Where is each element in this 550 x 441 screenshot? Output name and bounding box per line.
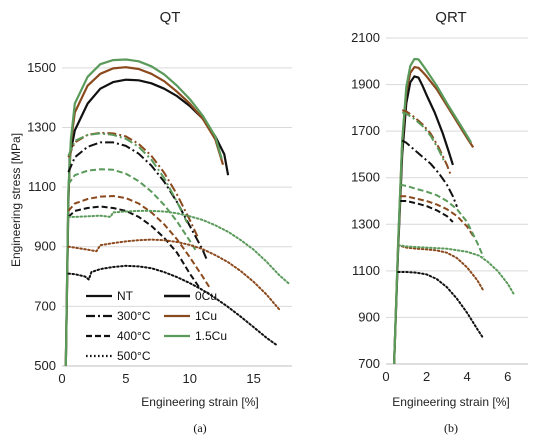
chart-title-qrt: QRT [435, 9, 466, 26]
legend-label: 400°C [117, 329, 151, 343]
x-tick-label: 0 [382, 369, 389, 384]
legend-label: NT [117, 289, 134, 303]
series-line [397, 244, 515, 296]
y-tick-label: 1500 [27, 60, 56, 75]
series-line [401, 111, 446, 164]
series-line [397, 271, 485, 340]
grid-qt [62, 67, 292, 367]
series-line [64, 58, 223, 367]
caption-b: (b) [444, 421, 458, 435]
x-tick-label: 10 [183, 371, 197, 386]
x-tick-label: 0 [58, 371, 65, 386]
y-tick-label: 1700 [351, 123, 380, 138]
series-line [401, 109, 452, 176]
panel-qt: QT 500 700 900 1100 1300 1500 0 5 10 15 Engineer… [9, 9, 292, 409]
legend: NT 0Cu 300°C 1Cu 400°C 1.5Cu 500°C [86, 289, 227, 363]
series-line [67, 195, 212, 290]
series-line [67, 238, 281, 311]
legend-label: 500°C [117, 349, 151, 363]
series-line [67, 168, 198, 252]
x-axis-label-qt: Engineering strain [%] [141, 395, 258, 409]
x-tick-label: 5 [122, 371, 129, 386]
series-qrt [393, 57, 515, 365]
x-tick-label: 6 [504, 369, 511, 384]
x-axis-label-qrt: Engineering strain [%] [392, 395, 509, 409]
y-tick-label: 1100 [28, 179, 56, 194]
series-qt [64, 58, 291, 367]
x-ticks-qrt: 0 2 4 6 [382, 369, 511, 384]
caption-a: (a) [193, 421, 206, 435]
legend-label: 1Cu [195, 309, 217, 323]
series-line [67, 264, 278, 347]
series-line [67, 131, 199, 237]
y-tick-label: 1300 [351, 216, 380, 231]
series-line [400, 183, 485, 258]
y-tick-label: 700 [358, 356, 380, 371]
series-line [400, 200, 454, 223]
y-ticks-qrt: 700 900 1100 1300 1500 1700 1900 2100 [351, 30, 380, 371]
y-tick-label: 1300 [27, 119, 56, 134]
y-tick-label: 1900 [351, 77, 380, 92]
series-line [67, 205, 201, 290]
x-tick-label: 4 [464, 369, 471, 384]
y-tick-label: 1100 [352, 263, 380, 278]
y-tick-label: 700 [34, 298, 56, 313]
y-axis-label-qt: Engineering stress [MPa] [9, 133, 23, 267]
y-tick-label: 2100 [351, 30, 380, 45]
chart-title-qt: QT [160, 9, 181, 26]
x-tick-label: 15 [246, 371, 260, 386]
series-line [67, 132, 189, 224]
legend-label: 0Cu [195, 289, 217, 303]
legend-label: 300°C [117, 309, 151, 323]
y-tick-label: 500 [34, 358, 56, 373]
series-line [401, 139, 458, 208]
y-ticks-qt: 500 700 900 1100 1300 1500 [27, 60, 56, 373]
y-tick-label: 1500 [351, 170, 380, 185]
series-line [393, 57, 473, 365]
x-ticks-qt: 0 5 10 15 [58, 371, 261, 386]
series-line [397, 244, 485, 292]
series-line [400, 195, 475, 237]
x-tick-label: 2 [423, 369, 430, 384]
y-tick-label: 900 [34, 239, 56, 254]
series-line [67, 141, 208, 260]
series-line [67, 209, 291, 285]
y-tick-label: 900 [358, 309, 380, 324]
legend-label: 1.5Cu [195, 329, 227, 343]
